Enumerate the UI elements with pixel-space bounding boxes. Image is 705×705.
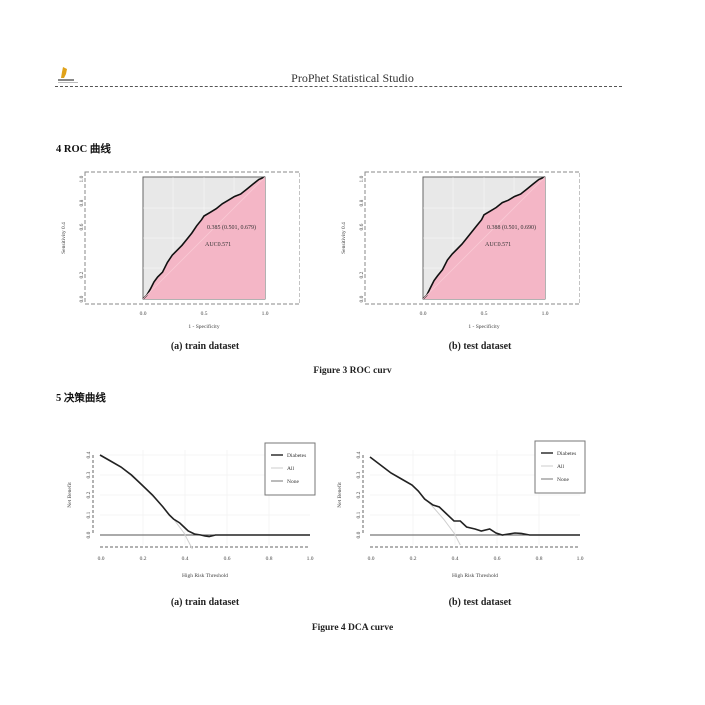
svg-text:0.0: 0.0	[140, 311, 147, 317]
svg-text:0.2: 0.2	[356, 491, 362, 498]
svg-text:0.4: 0.4	[452, 556, 459, 562]
roc-chart-test: 0.388 (0.501, 0.690) AUC0.571 0.0 0.2 0.…	[341, 171, 580, 330]
roc-auc-label: AUC0.571	[205, 242, 231, 248]
svg-text:0.4: 0.4	[182, 556, 189, 562]
roc-auc-label: AUC0.571	[485, 242, 511, 248]
svg-text:1.0: 1.0	[577, 556, 584, 562]
svg-text:0.5: 0.5	[201, 311, 208, 317]
roc-threshold-label: 0.388 (0.501, 0.690)	[487, 224, 536, 231]
dca-ylabel: Net Benefit	[336, 482, 343, 508]
svg-text:0.6: 0.6	[224, 556, 231, 562]
svg-text:0.2: 0.2	[79, 271, 85, 278]
roc-ylabel: Sensitivity 0.4	[61, 222, 67, 254]
svg-text:All: All	[557, 464, 565, 470]
svg-text:0.8: 0.8	[79, 199, 85, 206]
dca-caption-train: (a) train dataset	[170, 597, 240, 608]
dca-xlabel: High Risk Threshold	[182, 573, 228, 579]
svg-text:0.1: 0.1	[356, 511, 362, 518]
roc-ylabel: Sensitivity 0.4	[341, 222, 347, 254]
roc-xlabel: 1 - Specificity	[468, 323, 499, 330]
roc-xlabel: 1 - Specificity	[188, 323, 219, 330]
svg-text:0.4: 0.4	[86, 451, 92, 458]
roc-threshold-label: 0.385 (0.501, 0.679)	[207, 224, 256, 231]
roc-caption-train: (a) train dataset	[170, 341, 240, 352]
dca-ylabel: Net Benefit	[66, 482, 73, 508]
svg-text:0.4: 0.4	[356, 451, 362, 458]
dca-figure-caption: Figure 4 DCA curve	[311, 623, 394, 633]
svg-text:0.0: 0.0	[98, 556, 105, 562]
svg-text:0.0: 0.0	[86, 531, 92, 538]
page-header-title: ProPhet Statistical Studio	[291, 71, 414, 85]
svg-text:0.3: 0.3	[86, 471, 92, 478]
svg-text:0.2: 0.2	[86, 491, 92, 498]
header-divider	[55, 86, 622, 87]
svg-text:0.2: 0.2	[359, 271, 365, 278]
svg-text:None: None	[287, 479, 299, 485]
roc-chart-train: 0.385 (0.501, 0.679) AUC0.571 0.0 0.2 0.…	[61, 171, 300, 330]
svg-text:0.0: 0.0	[420, 311, 427, 317]
svg-text:None: None	[557, 477, 569, 483]
dca-legend: Diabetes All None	[534, 440, 586, 494]
svg-text:0.6: 0.6	[359, 223, 365, 230]
section-title-roc: 4 ROC 曲线	[56, 144, 111, 155]
svg-text:0.8: 0.8	[359, 199, 365, 206]
svg-text:0.6: 0.6	[494, 556, 501, 562]
svg-text:0.0: 0.0	[356, 531, 362, 538]
svg-text:1.0: 1.0	[79, 175, 85, 182]
svg-text:Diabetes: Diabetes	[287, 453, 306, 459]
svg-text:0.8: 0.8	[536, 556, 543, 562]
prophet-logo-icon	[55, 66, 81, 84]
dca-caption-test: (b) test dataset	[448, 597, 512, 608]
svg-text:All: All	[287, 466, 295, 472]
dca-xlabel: High Risk Threshold	[452, 573, 498, 579]
dca-chart-train: 0.0 0.1 0.2 0.3 0.4 0.0 0.2 0.4 0.6 0.8 1.0 …	[66, 442, 316, 579]
svg-text:Diabetes: Diabetes	[557, 451, 576, 457]
svg-text:1.0: 1.0	[262, 311, 269, 317]
svg-text:0.2: 0.2	[410, 556, 417, 562]
svg-text:0.3: 0.3	[356, 471, 362, 478]
dca-legend: Diabetes All None	[264, 442, 316, 496]
roc-caption-test: (b) test dataset	[448, 341, 512, 352]
svg-text:1.0: 1.0	[359, 175, 365, 182]
svg-text:0.6: 0.6	[79, 223, 85, 230]
svg-text:0.5: 0.5	[481, 311, 488, 317]
svg-text:0.0: 0.0	[368, 556, 375, 562]
svg-text:0.1: 0.1	[86, 511, 92, 518]
section-title-dca: 5 决策曲线	[56, 393, 106, 404]
dca-chart-test: 0.0 0.1 0.2 0.3 0.4 0.0 0.2 0.4 0.6 0.8 1.0 …	[336, 440, 586, 579]
svg-text:0.0: 0.0	[359, 295, 365, 302]
svg-text:1.0: 1.0	[542, 311, 549, 317]
svg-text:0.0: 0.0	[79, 295, 85, 302]
svg-text:0.2: 0.2	[140, 556, 147, 562]
svg-text:0.8: 0.8	[266, 556, 273, 562]
roc-figure-caption: Figure 3 ROC curv	[313, 366, 392, 376]
svg-text:1.0: 1.0	[307, 556, 314, 562]
